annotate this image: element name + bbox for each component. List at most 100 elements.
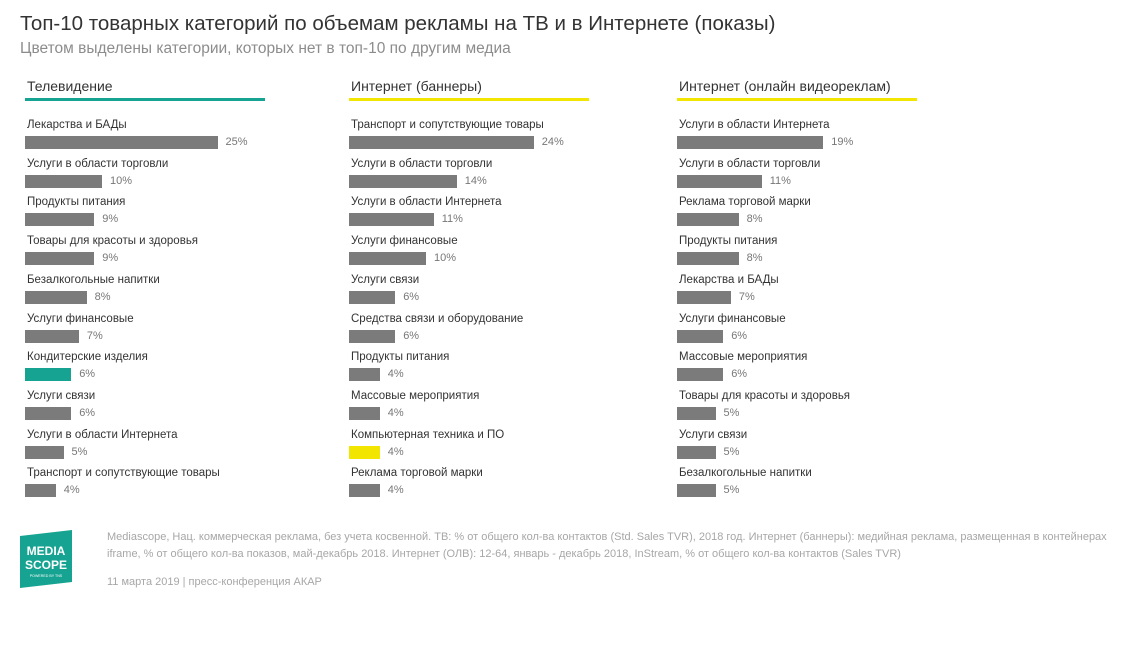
value-label: 14%: [464, 174, 487, 187]
source-note: Mediascope, Нац. коммерческая реклама, б…: [107, 531, 1107, 560]
value-label: 10%: [110, 174, 133, 187]
bar: [349, 213, 434, 227]
value-label: 6%: [403, 329, 420, 342]
bar: [349, 406, 380, 420]
value-label: 9%: [102, 252, 119, 265]
bar-row: Продукты питания 9%: [25, 196, 325, 232]
value-label: 5%: [723, 406, 740, 419]
bar: [349, 445, 380, 459]
category-label: Безалкогольные напитки: [27, 273, 160, 286]
bar: [677, 213, 739, 227]
bar-row: Услуги в области Интернета 19%: [677, 119, 977, 155]
category-label: Услуги финансовые: [351, 235, 458, 248]
category-label: Услуги в области Интернета: [679, 119, 830, 131]
bar: [677, 406, 716, 420]
value-label: 11%: [441, 213, 463, 226]
bar-row: Реклама торговой марки 4%: [349, 467, 649, 503]
category-label: Услуги в области торговли: [351, 157, 493, 170]
bar-row: Продукты питания 4%: [349, 351, 649, 387]
value-label: 8%: [746, 252, 763, 265]
value-label: 10%: [434, 252, 457, 265]
bar-row: Услуги в области Интернета 5%: [25, 429, 325, 465]
bar-row: Услуги в области Интернета 11%: [349, 196, 649, 232]
category-label: Услуги в области торговли: [27, 157, 169, 170]
value-label: 6%: [403, 290, 420, 303]
bar: [25, 329, 79, 343]
title-underline: [25, 98, 265, 101]
title-underline: [677, 98, 917, 101]
value-label: 25%: [225, 136, 248, 148]
category-label: Услуги в области торговли: [679, 157, 821, 170]
category-label: Услуги финансовые: [679, 312, 786, 325]
value-label: 4%: [387, 406, 404, 419]
category-label: Товары для красоты и здоровья: [27, 235, 199, 248]
category-label: Транспорт и сопутствующие товары: [351, 119, 544, 131]
chart-title: Интернет (онлайн видеореклам): [679, 78, 891, 94]
category-label: Услуги в области Интернета: [27, 428, 178, 441]
value-label: 4%: [387, 484, 404, 497]
bar: [349, 484, 380, 498]
bar-row: Реклама торговой марки 8%: [677, 196, 977, 232]
title-underline: [349, 98, 589, 101]
bar: [25, 290, 87, 304]
bar: [349, 136, 534, 149]
bar: [677, 174, 762, 188]
bar-row: Транспорт и сопутствующие товары 4%: [25, 467, 325, 503]
value-label: 8%: [746, 213, 763, 226]
value-label: 24%: [541, 136, 564, 148]
value-label: 11%: [769, 174, 791, 187]
bar-row: Услуги в области торговли 11%: [677, 158, 977, 194]
bar: [677, 368, 724, 382]
bar-row: Кондитерские изделия 6%: [25, 351, 325, 387]
bar: [25, 368, 72, 382]
logo-text-media: MEDIA: [27, 544, 66, 558]
value-label: 5%: [723, 445, 740, 458]
category-label: Продукты питания: [27, 196, 126, 209]
category-label: Услуги финансовые: [27, 312, 134, 325]
bar-row: Услуги финансовые 10%: [349, 235, 649, 271]
bar-row: Компьютерная техника и ПО 4%: [349, 429, 649, 465]
value-label: 7%: [86, 329, 103, 342]
category-label: Безалкогольные напитки: [679, 467, 812, 480]
page-title: Топ-10 товарных категорий по объемам рек…: [20, 12, 776, 35]
category-label: Массовые мероприятия: [351, 389, 480, 402]
bar: [25, 252, 95, 266]
footer-date: 11 марта 2019 | пресс-конференция АКАР: [107, 576, 322, 588]
value-label: 8%: [94, 290, 111, 303]
value-label: 4%: [387, 445, 404, 458]
bar-row: Безалкогольные напитки 5%: [677, 467, 977, 503]
bar-row: Массовые мероприятия 6%: [677, 351, 977, 387]
bar: [677, 484, 716, 498]
category-label: Массовые мероприятия: [679, 351, 808, 364]
bar: [349, 174, 457, 188]
chart-title: Интернет (баннеры): [351, 78, 482, 94]
bar-row: Услуги связи 6%: [25, 390, 325, 426]
chart-column-tv: Телевидение Лекарства и БАДы 25% Услуги в …: [25, 78, 265, 498]
value-label: 5%: [71, 445, 88, 458]
bar-row: Продукты питания 8%: [677, 235, 977, 271]
value-label: 9%: [102, 213, 119, 226]
bar: [25, 213, 95, 227]
category-label: Услуги связи: [351, 273, 420, 286]
bar: [677, 445, 716, 459]
bar-row: Услуги связи 5%: [677, 429, 977, 465]
bar: [677, 252, 739, 266]
category-label: Реклама торговой марки: [679, 196, 811, 209]
bar-row: Услуги в области торговли 14%: [349, 158, 649, 194]
bar-row: Лекарства и БАДы 7%: [677, 274, 977, 310]
bar: [25, 484, 56, 498]
bar-row: Услуги в области торговли 10%: [25, 158, 325, 194]
category-label: Лекарства и БАДы: [27, 119, 127, 131]
bar: [25, 136, 218, 149]
category-label: Продукты питания: [351, 351, 450, 364]
category-label: Реклама торговой марки: [351, 467, 483, 480]
category-label: Транспорт и сопутствующие товары: [27, 467, 220, 480]
value-label: 6%: [79, 406, 96, 419]
bar: [25, 445, 64, 459]
bar-row: Безалкогольные напитки 8%: [25, 274, 325, 310]
value-label: 6%: [731, 329, 748, 342]
bar: [349, 290, 396, 304]
bar-row: Средства связи и оборудование 6%: [349, 313, 649, 349]
logo-tagline: POWERED BY TNS: [30, 574, 63, 578]
mediascope-logo: MEDIA SCOPE POWERED BY TNS: [20, 530, 72, 588]
